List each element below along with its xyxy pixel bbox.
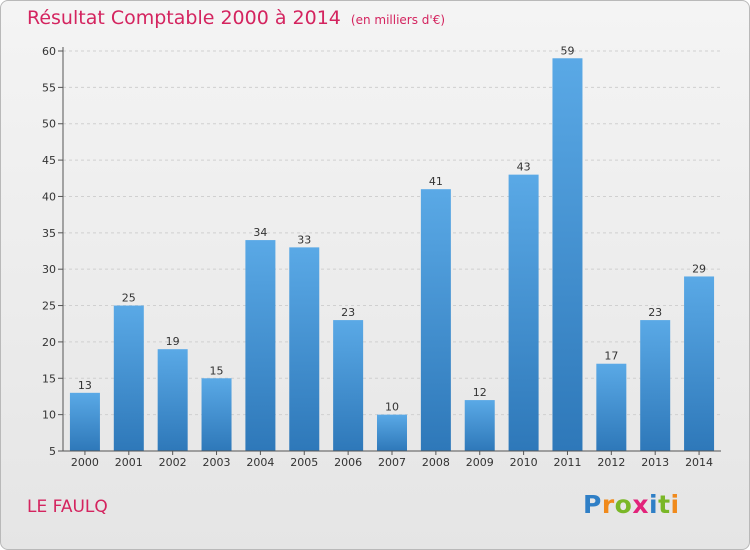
logo-letter: x — [632, 490, 649, 519]
data-label-2014: 29 — [692, 262, 706, 275]
proxiti-logo: Proxiti — [583, 490, 680, 519]
bar-2009 — [464, 400, 495, 451]
data-label-2013: 23 — [648, 306, 662, 319]
data-label-2009: 12 — [473, 386, 487, 399]
bar-2012 — [596, 363, 627, 451]
logo-letter: P — [583, 490, 602, 519]
y-tick-label: 20 — [42, 336, 56, 349]
data-label-2012: 17 — [604, 350, 618, 363]
bar-2001 — [113, 305, 144, 451]
y-tick-label: 35 — [42, 227, 56, 240]
bar-2002 — [157, 349, 188, 451]
x-tick-label-2012: 2012 — [597, 456, 625, 469]
chart-title-text: Résultat Comptable 2000 à 2014 — [27, 7, 341, 29]
data-label-2005: 33 — [297, 233, 311, 246]
axes — [58, 47, 721, 455]
data-label-2001: 25 — [122, 292, 136, 305]
bar-2013 — [640, 320, 671, 451]
commune-name: LE FAULQ — [27, 497, 108, 517]
bar-2008 — [420, 189, 451, 451]
logo-letter: i — [649, 490, 659, 519]
x-tick-label-2003: 2003 — [203, 456, 231, 469]
y-tick-label: 50 — [42, 118, 56, 131]
y-tick-label: 45 — [42, 154, 56, 167]
x-tick-label-2002: 2002 — [159, 456, 187, 469]
x-tick-label-2010: 2010 — [510, 456, 538, 469]
data-label-2010: 43 — [517, 161, 531, 174]
bar-2000 — [69, 392, 100, 451]
x-tick-label-2013: 2013 — [641, 456, 669, 469]
x-tick-label-2008: 2008 — [422, 456, 450, 469]
y-tick-label: 15 — [42, 372, 56, 385]
x-tick-label-2014: 2014 — [685, 456, 713, 469]
logo-letter: r — [601, 490, 615, 519]
bar-2003 — [201, 378, 232, 451]
y-tick-label: 10 — [42, 409, 56, 422]
chart-title: Résultat Comptable 2000 à 2014 (en millie… — [27, 7, 445, 29]
y-tick-label: 5 — [49, 445, 56, 458]
data-label-2000: 13 — [78, 379, 92, 392]
y-tick-label: 30 — [42, 263, 56, 276]
data-label-2003: 15 — [210, 364, 224, 377]
labels: 5 10 15 20 25 30 35 40 45 50 55 60 13 2000 25 2001 19 200… — [42, 44, 713, 469]
chart-unit-label: (en milliers d'€) — [350, 13, 446, 27]
y-tick-label: 55 — [42, 81, 56, 94]
bar-2014 — [684, 276, 715, 451]
logo-letter: t — [658, 490, 671, 519]
x-tick-label-2000: 2000 — [71, 456, 99, 469]
bar-2010 — [508, 174, 539, 452]
bar-2006 — [333, 320, 364, 451]
data-label-2011: 59 — [560, 44, 574, 57]
logo-letter: o — [614, 490, 633, 519]
y-tick-label: 40 — [42, 190, 56, 203]
x-tick-label-2001: 2001 — [115, 456, 143, 469]
data-label-2008: 41 — [429, 175, 443, 188]
bar-2005 — [289, 247, 320, 451]
x-tick-label-2004: 2004 — [246, 456, 274, 469]
data-label-2007: 10 — [385, 401, 399, 414]
bars — [69, 58, 715, 452]
logo-letter: i — [670, 490, 680, 519]
bar-2011 — [552, 58, 583, 451]
x-tick-label-2005: 2005 — [290, 456, 318, 469]
y-tick-label: 25 — [42, 300, 56, 313]
data-label-2006: 23 — [341, 306, 355, 319]
x-tick-label-2006: 2006 — [334, 456, 362, 469]
x-tick-label-2011: 2011 — [553, 456, 581, 469]
bar-2004 — [245, 240, 276, 451]
bar-2007 — [377, 414, 407, 451]
data-label-2002: 19 — [166, 335, 180, 348]
x-tick-label-2007: 2007 — [378, 456, 406, 469]
x-tick-label-2009: 2009 — [466, 456, 494, 469]
y-tick-label: 60 — [42, 45, 56, 58]
data-label-2004: 34 — [253, 226, 267, 239]
